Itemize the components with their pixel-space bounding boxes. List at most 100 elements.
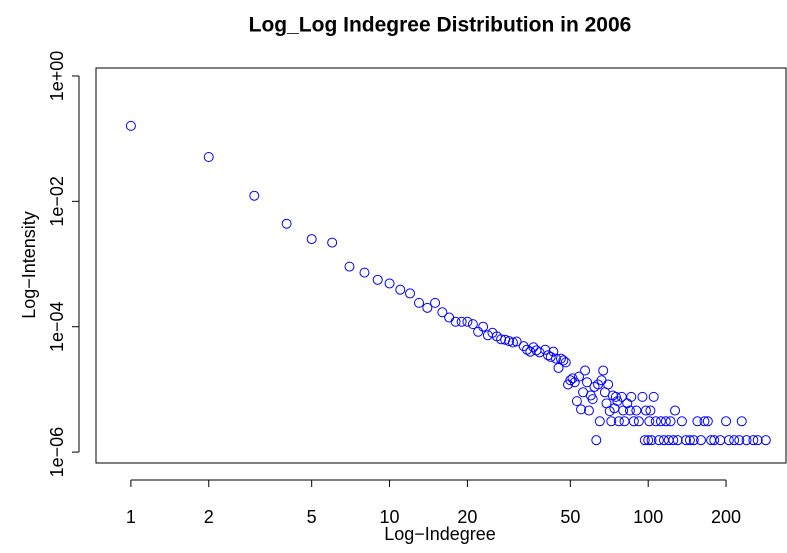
point: [125, 120, 136, 131]
point: [672, 435, 683, 446]
point: [550, 353, 561, 364]
point: [644, 416, 655, 427]
point: [684, 435, 695, 446]
point: [680, 435, 691, 446]
point: [545, 351, 556, 362]
point: [736, 416, 747, 427]
point: [699, 416, 710, 427]
point: [462, 316, 473, 327]
point: [594, 416, 605, 427]
point: [281, 218, 292, 229]
point: [760, 435, 771, 446]
point: [741, 435, 752, 446]
point: [507, 337, 518, 348]
point: [548, 346, 559, 357]
point: [610, 391, 621, 402]
point: [576, 404, 587, 415]
point: [553, 362, 564, 373]
point: [723, 435, 734, 446]
point: [729, 435, 740, 446]
point: [430, 297, 441, 308]
point: [626, 391, 637, 402]
point: [589, 381, 600, 392]
point: [496, 334, 507, 345]
point: [450, 316, 461, 327]
point: [456, 316, 467, 327]
point: [249, 190, 260, 201]
point: [580, 365, 591, 376]
point: [534, 347, 545, 358]
point: [655, 416, 666, 427]
point: [395, 284, 406, 295]
point: [653, 435, 664, 446]
x-tick-label: 200: [711, 507, 741, 527]
y-tick-label: 1e−04: [47, 301, 67, 352]
point: [676, 416, 687, 427]
point: [414, 297, 425, 308]
point: [668, 435, 679, 446]
point: [628, 416, 639, 427]
point: [752, 435, 763, 446]
point: [540, 344, 551, 355]
point: [637, 391, 648, 402]
point: [372, 274, 383, 285]
point: [748, 435, 759, 446]
point: [640, 405, 651, 416]
x-tick-label: 50: [560, 507, 580, 527]
y-axis-label: Log−Intensity: [19, 211, 39, 319]
point: [645, 405, 656, 416]
point: [670, 405, 681, 416]
point: [571, 396, 582, 407]
point: [702, 416, 713, 427]
point: [560, 357, 571, 368]
point: [437, 307, 448, 318]
point: [639, 435, 650, 446]
point: [631, 405, 642, 416]
point: [467, 319, 478, 330]
point: [518, 341, 529, 352]
point: [688, 435, 699, 446]
point: [692, 416, 703, 427]
point: [734, 435, 745, 446]
point: [613, 416, 624, 427]
point: [606, 416, 617, 427]
plot-box: [95, 67, 787, 464]
point: [359, 267, 370, 278]
point: [643, 435, 654, 446]
y-tick-label: 1e+00: [47, 51, 67, 102]
point: [473, 326, 484, 337]
point: [695, 435, 706, 446]
y-tick-label: 1e−02: [47, 176, 67, 227]
point: [522, 344, 533, 355]
point: [203, 151, 214, 162]
point: [327, 237, 338, 248]
point: [558, 355, 569, 366]
y-tick-label: 1e−06: [47, 427, 67, 478]
point: [573, 371, 584, 382]
x-tick-label: 10: [380, 507, 400, 527]
point: [511, 336, 522, 347]
x-tick-label: 1: [126, 507, 136, 527]
point: [709, 435, 720, 446]
point: [721, 416, 732, 427]
x-tick-label: 5: [307, 507, 317, 527]
point: [478, 321, 489, 332]
point: [648, 391, 659, 402]
point: [624, 405, 635, 416]
point: [660, 416, 671, 427]
point: [650, 416, 661, 427]
point: [528, 342, 539, 353]
point: [565, 375, 576, 386]
chart-title: Log_Log Indegree Distribution in 2006: [249, 14, 632, 37]
point: [384, 278, 395, 289]
point: [665, 416, 676, 427]
point: [598, 365, 609, 376]
point: [591, 435, 602, 446]
point: [344, 261, 355, 272]
point: [405, 288, 416, 299]
point: [646, 435, 657, 446]
point: [619, 416, 630, 427]
point: [633, 416, 644, 427]
point: [582, 377, 593, 388]
